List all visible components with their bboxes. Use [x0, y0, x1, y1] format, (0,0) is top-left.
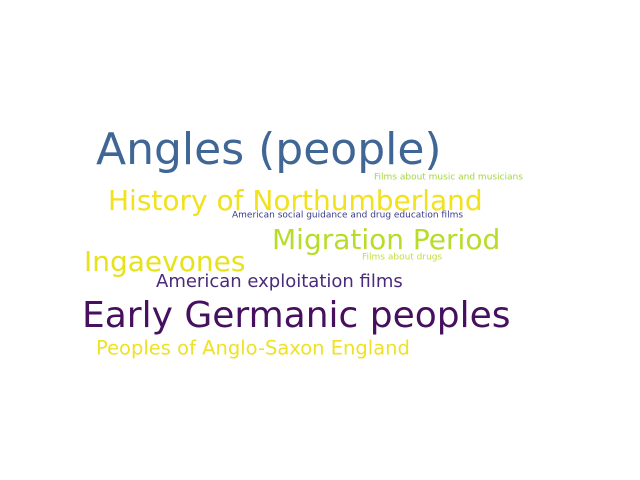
word-early-germanic-peoples: Early Germanic peoples	[82, 295, 511, 336]
word-films-about-drugs: Films about drugs	[362, 252, 443, 263]
word-peoples-of-anglo-saxon-england: Peoples of Anglo-Saxon England	[96, 336, 410, 360]
word-migration-period: Migration Period	[272, 223, 501, 256]
word-angles-people: Angles (people)	[96, 124, 442, 175]
word-american-social-guidance-films: American social guidance and drug educat…	[232, 210, 464, 221]
word-history-of-northumberland: History of Northumberland	[108, 184, 483, 217]
word-ingaevones: Ingaevones	[84, 245, 246, 278]
word-american-exploitation-films: American exploitation films	[156, 271, 403, 292]
word-films-about-music-and-musicians: Films about music and musicians	[374, 172, 523, 183]
